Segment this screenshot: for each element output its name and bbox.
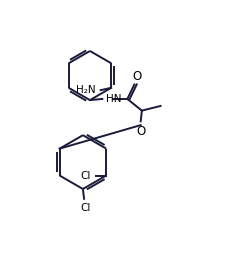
Text: Cl: Cl	[80, 203, 90, 213]
Text: HN: HN	[105, 94, 121, 104]
Text: O: O	[133, 70, 142, 83]
Text: H₂N: H₂N	[76, 85, 96, 95]
Text: Cl: Cl	[81, 170, 91, 181]
Text: O: O	[136, 125, 145, 138]
